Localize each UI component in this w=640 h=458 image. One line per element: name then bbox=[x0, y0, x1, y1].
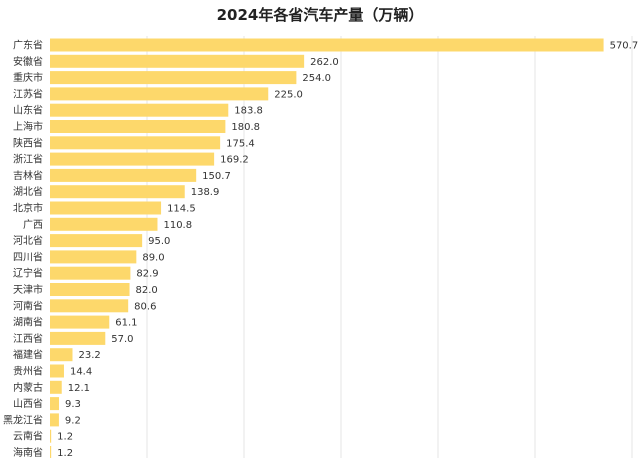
category-label: 湖南省 bbox=[13, 316, 43, 329]
category-label: 辽宁省 bbox=[13, 267, 43, 280]
value-label: 183.8 bbox=[234, 106, 263, 117]
bar bbox=[50, 348, 73, 362]
category-label: 江苏省 bbox=[13, 87, 43, 100]
value-label: 12.1 bbox=[68, 383, 90, 394]
category-label: 福建省 bbox=[13, 348, 43, 361]
value-label: 169.2 bbox=[220, 155, 249, 166]
bar bbox=[50, 38, 604, 52]
bar bbox=[50, 429, 52, 443]
bar bbox=[50, 413, 59, 427]
category-label: 内蒙古 bbox=[13, 381, 43, 394]
bars bbox=[50, 38, 604, 458]
bar bbox=[50, 331, 106, 345]
value-label: 1.2 bbox=[57, 448, 73, 458]
value-label: 150.7 bbox=[202, 171, 231, 182]
bar bbox=[50, 364, 64, 378]
category-labels: 广东省安徽省重庆市江苏省山东省上海市陕西省浙江省吉林省湖北省北京市广西河北省四川… bbox=[3, 39, 43, 458]
bar bbox=[50, 266, 131, 280]
bar bbox=[50, 299, 129, 313]
value-label: 57.0 bbox=[111, 334, 133, 345]
category-label: 重庆市 bbox=[13, 71, 43, 84]
category-label: 陕西省 bbox=[13, 136, 43, 149]
category-label: 黑龙江省 bbox=[3, 413, 43, 426]
value-label: 80.6 bbox=[134, 301, 156, 312]
bar bbox=[50, 136, 221, 150]
category-label: 山东省 bbox=[13, 104, 43, 117]
category-label: 贵州省 bbox=[13, 365, 43, 378]
value-label: 14.4 bbox=[70, 367, 92, 378]
bar bbox=[50, 152, 215, 166]
bar bbox=[50, 397, 60, 411]
category-label: 河北省 bbox=[13, 234, 43, 247]
bar bbox=[50, 103, 229, 117]
category-label: 四川省 bbox=[13, 250, 43, 263]
bar bbox=[50, 234, 143, 248]
grid-lines bbox=[146, 36, 633, 458]
bar bbox=[50, 283, 130, 296]
value-label: 23.2 bbox=[79, 350, 101, 361]
bar bbox=[50, 380, 62, 394]
value-label: 225.0 bbox=[274, 89, 303, 100]
category-label: 海南省 bbox=[13, 446, 43, 458]
value-label: 175.4 bbox=[226, 138, 255, 149]
category-label: 广西 bbox=[23, 219, 43, 231]
bar bbox=[50, 217, 158, 231]
value-label: 138.9 bbox=[191, 187, 220, 198]
bar bbox=[50, 250, 137, 264]
value-label: 61.1 bbox=[115, 318, 137, 329]
category-label: 江西省 bbox=[13, 332, 43, 345]
value-label: 9.3 bbox=[65, 399, 81, 410]
category-label: 广东省 bbox=[13, 39, 43, 52]
value-label: 110.8 bbox=[163, 220, 192, 231]
category-label: 吉林省 bbox=[13, 169, 43, 182]
category-label: 河南省 bbox=[13, 299, 43, 312]
value-labels: 570.7 262.0 254.0 225.0 183.8 180.8 175.4 169.2… bbox=[57, 41, 638, 458]
bar bbox=[50, 446, 52, 458]
category-label: 浙江省 bbox=[13, 153, 43, 166]
value-label: 95.0 bbox=[148, 236, 170, 247]
value-label: 570.7 bbox=[610, 41, 639, 52]
value-label: 89.0 bbox=[142, 252, 164, 263]
bar bbox=[50, 185, 185, 199]
bar bbox=[50, 201, 162, 215]
bar bbox=[50, 71, 297, 85]
bar bbox=[50, 120, 226, 133]
value-label: 114.5 bbox=[167, 204, 196, 215]
bar bbox=[50, 54, 305, 68]
value-label: 262.0 bbox=[310, 57, 339, 68]
bar bbox=[50, 168, 197, 182]
value-label: 82.0 bbox=[136, 285, 158, 296]
category-label: 云南省 bbox=[13, 430, 43, 443]
bar bbox=[50, 87, 269, 101]
value-label: 82.9 bbox=[136, 269, 158, 280]
category-label: 北京市 bbox=[13, 202, 43, 215]
value-label: 254.0 bbox=[302, 73, 331, 84]
chart-title: 2024年各省汽车产量（万辆） bbox=[216, 6, 424, 24]
bar bbox=[50, 315, 110, 329]
value-label: 9.2 bbox=[65, 415, 81, 426]
value-label: 180.8 bbox=[231, 122, 260, 133]
category-label: 安徽省 bbox=[13, 55, 43, 68]
category-label: 上海市 bbox=[13, 120, 43, 133]
value-label: 1.2 bbox=[57, 432, 73, 443]
category-label: 山西省 bbox=[13, 397, 43, 410]
category-label: 湖北省 bbox=[13, 185, 43, 198]
category-label: 天津市 bbox=[13, 283, 43, 296]
